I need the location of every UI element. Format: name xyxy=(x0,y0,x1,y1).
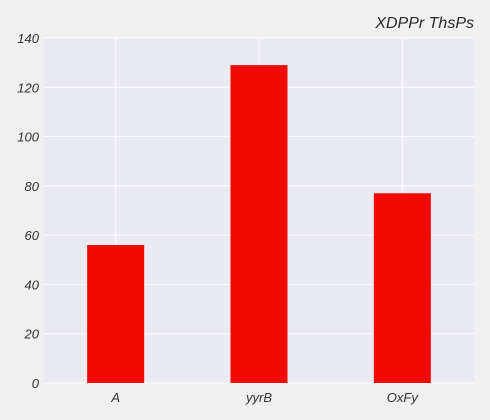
y-tick-label: 80 xyxy=(25,179,40,194)
x-category-label: OxFy xyxy=(387,390,420,405)
bar-A xyxy=(87,245,145,383)
bars xyxy=(87,65,431,383)
y-tick-label: 100 xyxy=(17,130,39,145)
y-tick-label: 40 xyxy=(25,277,40,292)
y-tick-label: 120 xyxy=(17,80,39,95)
chart-title: XDPPr ThsPs xyxy=(374,15,474,32)
y-tick-label: 140 xyxy=(17,31,39,46)
y-tick-label: 60 xyxy=(25,228,40,243)
y-axis-tick-labels: 0 20 40 60 80 100 120 140 xyxy=(17,31,39,391)
x-category-label: A xyxy=(110,390,120,405)
bar-OxFy xyxy=(373,193,431,383)
x-category-label: yyrB xyxy=(245,390,272,405)
y-tick-label: 20 xyxy=(24,327,40,342)
y-tick-label: 0 xyxy=(32,376,40,391)
bar-yyrB xyxy=(230,65,288,383)
